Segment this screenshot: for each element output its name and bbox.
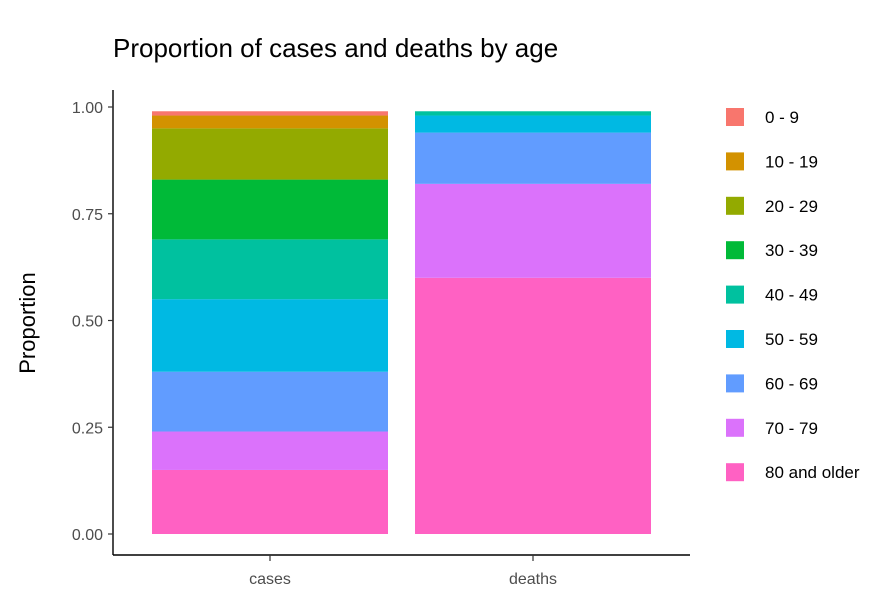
legend-item-label: 70 - 79 — [765, 419, 818, 438]
legend-key — [726, 152, 744, 171]
bar-segment-cases-50-59 — [152, 299, 388, 372]
bar-segment-deaths-70-79 — [415, 183, 651, 278]
y-tick-label: 0.50 — [72, 314, 103, 331]
bar-segment-cases-40-49 — [152, 239, 388, 300]
chart-title: Proportion of cases and deaths by age — [113, 33, 558, 63]
legend-key — [726, 330, 744, 348]
legend-item-label: 80 and older — [765, 463, 860, 482]
legend-item-label: 30 - 39 — [765, 241, 818, 260]
y-tick-label: 1.00 — [72, 100, 103, 117]
legend-key — [726, 196, 744, 215]
legend-item-label: 10 - 19 — [765, 152, 818, 171]
bar-segment-cases-80andolder — [152, 469, 388, 534]
x-tick-label: cases — [249, 571, 291, 588]
legend-key — [726, 241, 744, 260]
bar-segment-deaths-80andolder — [415, 277, 651, 534]
y-tick-label: 0.00 — [72, 527, 103, 544]
legend-key — [726, 418, 744, 437]
legend-item-label: 0 - 9 — [765, 108, 799, 127]
bar-segment-cases-10-19 — [152, 115, 388, 129]
x-tick-label: deaths — [509, 571, 557, 588]
legend-item-label: 40 - 49 — [765, 286, 818, 305]
legend-key — [726, 463, 744, 482]
x-ticks-group: cases deaths — [249, 555, 557, 588]
bar-segment-cases-70-79 — [152, 431, 388, 470]
bar-segment-cases-20-29 — [152, 128, 388, 180]
bar-segment-deaths-50-59 — [415, 115, 651, 133]
legend-item-label: 50 - 59 — [765, 330, 818, 349]
legend: 0 - 9 10 - 19 20 - 29 30 - 39 40 - 49 50 - 59… — [726, 108, 860, 482]
bar-segment-deaths-60-69 — [415, 132, 651, 184]
y-ticks-group: 0.00 0.25 0.50 0.75 1.00 — [72, 100, 113, 544]
legend-item-label: 60 - 69 — [765, 374, 818, 393]
bar-segment-cases-30-39 — [152, 179, 388, 240]
y-tick-label: 0.75 — [72, 207, 103, 224]
y-tick-label: 0.25 — [72, 420, 103, 437]
bar-segment-deaths-40-49 — [415, 111, 651, 116]
legend-item-label: 20 - 29 — [765, 197, 818, 216]
legend-key — [726, 108, 744, 126]
legend-key — [726, 374, 744, 393]
legend-key — [726, 285, 744, 304]
y-axis-label: Proportion — [15, 272, 40, 374]
axes-group — [112, 90, 690, 556]
bar-segment-cases-0-9 — [152, 111, 388, 116]
bars-group — [152, 111, 651, 534]
bar-segment-cases-60-69 — [152, 371, 388, 432]
